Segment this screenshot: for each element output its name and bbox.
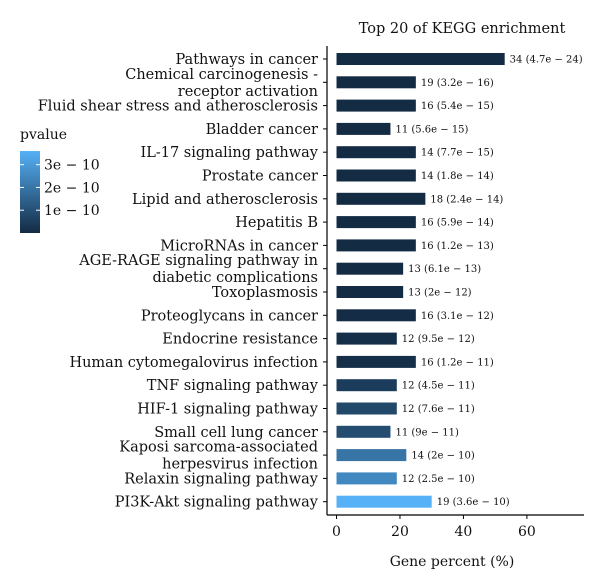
bar-value-label: 14 (2e − 10): [411, 451, 475, 462]
category-label: Kaposi sarcoma-associated herpesvirus inf…: [119, 440, 318, 473]
bar-value-label: 19 (3.2e − 16): [421, 78, 494, 89]
bar-value-label: 11 (5.6e − 15): [395, 124, 468, 135]
x-tick-label: 40: [455, 524, 473, 540]
bar: [336, 332, 397, 345]
bar: [336, 286, 404, 298]
bar: [336, 76, 416, 89]
bar: [336, 122, 391, 135]
bar: [336, 355, 416, 368]
x-tick-label: 20: [391, 524, 409, 540]
bar-value-label: 16 (5.4e − 15): [421, 101, 494, 112]
category-label: Chemical carcinogenesis -receptor activa…: [125, 67, 318, 100]
category-label: IL-17 signaling pathway: [140, 145, 318, 161]
category-label: Prostate cancer: [202, 169, 318, 185]
bar: [336, 192, 426, 205]
x-tick-label: 0: [332, 524, 341, 540]
bar-value-label: 13 (2e − 12): [408, 288, 472, 299]
category-label: Bladder cancer: [206, 122, 318, 138]
bar-value-label: 16 (5.9e − 14): [421, 218, 494, 229]
legend-tick-label: 1e − 10: [44, 203, 100, 219]
chart-title: Top 20 of KEGG enrichment: [359, 21, 566, 37]
bar-value-label: 12 (4.5e − 11): [402, 381, 475, 392]
category-label: Endocrine resistance: [162, 332, 318, 348]
legend-colorbar: [20, 151, 40, 233]
bar-value-label: 18 (2.4e − 14): [430, 194, 503, 205]
bar: [336, 262, 404, 275]
bar-value-label: 34 (4.7e − 24): [510, 55, 583, 66]
category-label: Small cell lung cancer: [154, 425, 318, 441]
bar: [336, 146, 416, 159]
bar: [336, 425, 391, 438]
bar: [336, 239, 416, 252]
bar-value-label: 13 (6.1e − 13): [408, 264, 481, 275]
bar-value-label: 12 (9.5e − 12): [402, 334, 475, 345]
plot-area: 34 (4.7e − 24) 19 (3.2e − 16) 16 (5.4e − 1…: [38, 46, 584, 540]
bar: [336, 449, 407, 462]
category-label: AGE-RAGE signaling pathway in diabetic co…: [78, 253, 318, 286]
category-label: Toxoplasmosis: [212, 285, 318, 301]
bar-value-label: 16 (1.2e − 11): [421, 357, 494, 368]
category-label: HIF-1 signaling pathway: [137, 402, 319, 418]
category-label: Lipid and atherosclerosis: [132, 192, 318, 208]
bar: [336, 495, 432, 508]
bar: [336, 169, 416, 182]
bar: [336, 99, 416, 112]
legend-title: pvalue: [20, 127, 67, 143]
category-label: Fluid shear stress and atherosclerosis: [38, 99, 318, 115]
x-axis-title: Gene percent (%): [390, 554, 515, 570]
legend-tick-label: 3e − 10: [44, 158, 100, 174]
category-label: Hepatitis B: [235, 215, 318, 231]
bar: [336, 53, 505, 65]
bar: [336, 216, 416, 229]
bar-value-label: 11 (9e − 11): [395, 427, 459, 438]
bar-value-label: 16 (1.2e − 13): [421, 241, 494, 252]
bar-value-label: 12 (7.6e − 11): [402, 404, 475, 415]
category-label: Proteoglycans in cancer: [141, 308, 318, 324]
category-label: MicroRNAs in cancer: [160, 238, 318, 254]
bar-value-label: 14 (1.8e − 14): [421, 171, 494, 182]
bar: [336, 309, 416, 322]
legend-tick-label: 2e − 10: [44, 180, 100, 196]
bar: [336, 472, 397, 485]
bar: [336, 379, 397, 392]
bar-value-label: 19 (3.6e − 10): [437, 497, 510, 508]
bar-value-label: 14 (7.7e − 15): [421, 148, 494, 159]
x-tick-label: 60: [518, 524, 536, 540]
category-label: Human cytomegalovirus infection: [69, 355, 318, 371]
category-label: Relaxin signaling pathway: [124, 471, 319, 487]
bar-value-label: 12 (2.5e − 10): [402, 474, 475, 485]
category-label: TNF signaling pathway: [147, 378, 319, 394]
bar: [336, 402, 397, 415]
bar-value-label: 16 (3.1e − 12): [421, 311, 494, 322]
category-label: Pathways in cancer: [175, 52, 318, 68]
category-label: PI3K-Akt signaling pathway: [115, 495, 319, 511]
pvalue-legend: pvalue 3e − 10 2e − 10 1e − 10: [20, 127, 100, 233]
